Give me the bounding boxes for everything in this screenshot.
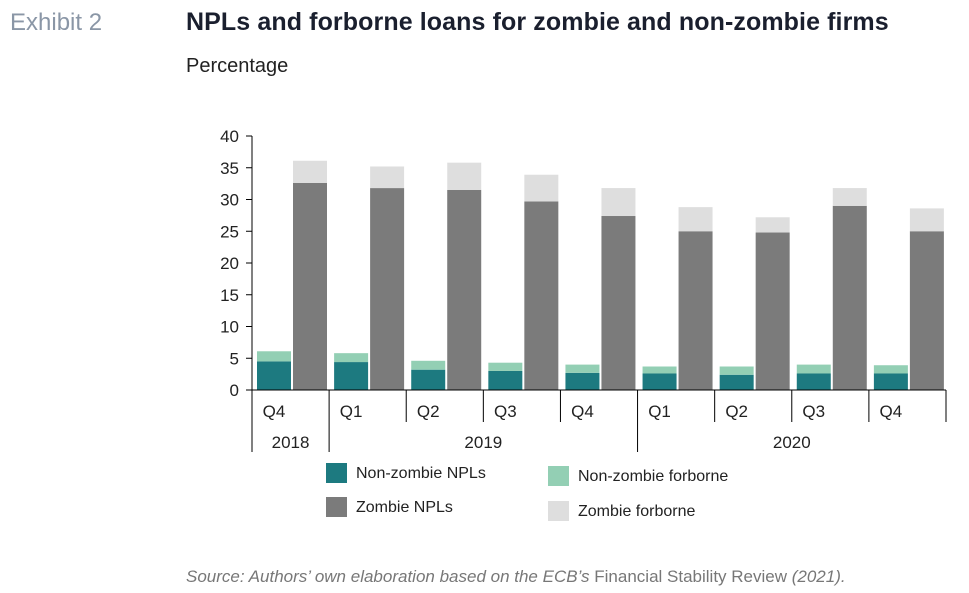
bar-zombie-forborne-q4-2019 xyxy=(601,188,636,217)
chart-subtitle: Percentage xyxy=(186,55,289,77)
bar-zombie-npls-q2-2019 xyxy=(447,189,482,390)
x-tick-label: Q4 xyxy=(571,402,594,421)
bar-non-zombie-npls-q4-2020 xyxy=(873,373,908,390)
bar-zombie-forborne-q2-2019 xyxy=(447,162,482,190)
x-tick-label: Q1 xyxy=(648,402,671,421)
bar-non-zombie-npls-q4-2019 xyxy=(565,372,600,390)
bar-zombie-npls-q3-2020 xyxy=(832,205,867,390)
bar-zombie-forborne-q3-2020 xyxy=(832,188,867,206)
year-label: 2018 xyxy=(272,433,310,452)
x-tick-label: Q1 xyxy=(340,402,363,421)
exhibit-label: Exhibit 2 xyxy=(10,9,103,36)
bar-non-zombie-forborne-q4-2018 xyxy=(257,351,291,362)
bar-zombie-npls-q2-2020 xyxy=(755,232,790,390)
year-label: 2019 xyxy=(464,433,502,452)
legend-label: Zombie forborne xyxy=(578,503,695,520)
y-tick-label: 35 xyxy=(220,159,239,178)
bar-non-zombie-forborne-q2-2020 xyxy=(719,366,754,375)
legend-swatch-non-zombie-forborne xyxy=(548,466,569,486)
chart-title: NPLs and forborne loans for zombie and n… xyxy=(186,8,889,36)
bar-non-zombie-npls-q1-2020 xyxy=(642,373,677,390)
bar-non-zombie-npls-q2-2019 xyxy=(411,369,446,390)
bar-zombie-npls-q4-2019 xyxy=(601,216,636,390)
bar-zombie-forborne-q4-2018 xyxy=(293,160,327,183)
bar-zombie-forborne-q1-2020 xyxy=(678,207,713,232)
bar-non-zombie-forborne-q3-2020 xyxy=(796,364,831,374)
source-publication: Financial Stability Review xyxy=(594,567,788,586)
x-tick-label: Q3 xyxy=(494,402,517,421)
bar-zombie-npls-q3-2019 xyxy=(524,201,559,390)
bar-zombie-npls-q1-2019 xyxy=(370,188,405,390)
bar-non-zombie-npls-q1-2019 xyxy=(334,362,369,390)
y-tick-label: 40 xyxy=(220,127,239,146)
bar-non-zombie-forborne-q4-2020 xyxy=(873,365,908,374)
y-tick-label: 25 xyxy=(220,222,239,241)
legend-label: Non-zombie forborne xyxy=(578,468,728,485)
x-tick-label: Q4 xyxy=(263,402,286,421)
legend-swatch-zombie-forborne xyxy=(548,501,569,521)
bar-non-zombie-forborne-q4-2019 xyxy=(565,364,600,373)
x-tick-label: Q3 xyxy=(802,402,825,421)
source-suffix: (2021). xyxy=(787,567,846,586)
year-label: 2020 xyxy=(773,433,811,452)
bar-non-zombie-npls-q3-2019 xyxy=(488,370,523,390)
source-note: Source: Authors’ own elaboration based o… xyxy=(186,567,846,587)
bar-zombie-forborne-q3-2019 xyxy=(524,174,559,202)
bar-non-zombie-forborne-q3-2019 xyxy=(488,362,523,371)
bar-non-zombie-forborne-q2-2019 xyxy=(411,360,446,370)
y-tick-label: 30 xyxy=(220,191,239,210)
bar-non-zombie-npls-q2-2020 xyxy=(719,374,754,390)
x-tick-label: Q2 xyxy=(417,402,440,421)
x-tick-label: Q4 xyxy=(880,402,903,421)
y-tick-label: 15 xyxy=(220,286,239,305)
legend-swatch-zombie-npls xyxy=(326,497,347,517)
bar-zombie-forborne-q4-2020 xyxy=(909,208,944,232)
legend-swatch-non-zombie-npls xyxy=(326,463,347,483)
y-tick-label: 5 xyxy=(230,349,239,368)
y-tick-label: 0 xyxy=(230,381,239,400)
source-prefix: Source: Authors’ own elaboration based o… xyxy=(186,567,595,586)
y-tick-label: 10 xyxy=(220,318,239,337)
bar-non-zombie-forborne-q1-2020 xyxy=(642,366,677,374)
bar-zombie-forborne-q2-2020 xyxy=(755,217,790,233)
bar-zombie-forborne-q1-2019 xyxy=(370,166,405,189)
y-tick-label: 20 xyxy=(220,254,239,273)
bar-zombie-npls-q4-2020 xyxy=(909,231,944,390)
legend-label: Non-zombie NPLs xyxy=(356,465,486,482)
bar-non-zombie-npls-q3-2020 xyxy=(796,373,831,390)
legend-label: Zombie NPLs xyxy=(356,499,453,516)
bar-zombie-npls-q4-2018 xyxy=(293,182,327,390)
bar-zombie-npls-q1-2020 xyxy=(678,231,713,390)
bar-non-zombie-forborne-q1-2019 xyxy=(334,353,369,363)
x-tick-label: Q2 xyxy=(725,402,748,421)
bar-non-zombie-npls-q4-2018 xyxy=(257,361,291,390)
